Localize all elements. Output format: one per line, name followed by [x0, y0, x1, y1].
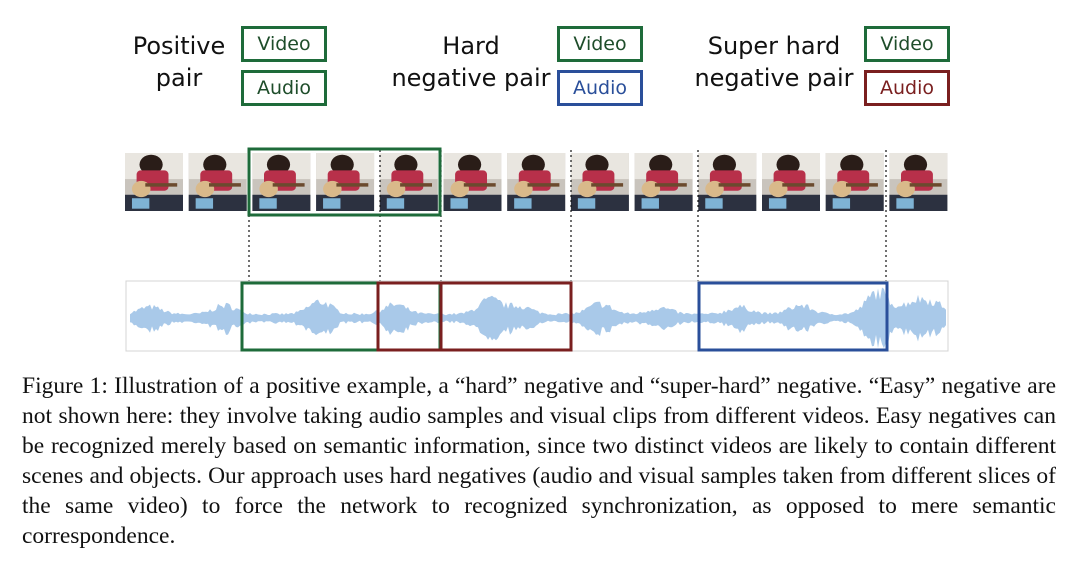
legend-hard-title: Hard negative pair	[391, 32, 551, 92]
figure-caption: Figure 1: Illustration of a positive exa…	[22, 373, 1056, 549]
video-frame	[634, 153, 693, 211]
video-frame	[188, 153, 247, 211]
figure-illustration	[125, 147, 949, 352]
super-hard-audio-box-overlap	[376, 281, 443, 352]
video-frame	[762, 153, 820, 211]
legend-positive-audio-tag: Audio	[241, 70, 327, 106]
legend-super-hard-video-tag: Video	[864, 26, 950, 62]
video-frame	[125, 153, 183, 211]
video-filmstrip	[125, 153, 948, 211]
video-frame	[443, 153, 502, 211]
video-frame	[889, 153, 948, 211]
video-frame	[252, 153, 311, 211]
video-frame	[379, 153, 438, 211]
legend-super-hard-audio-tag: Audio	[864, 70, 950, 106]
audio-waveform	[130, 287, 946, 349]
legend-positive-title: Positive pair	[132, 32, 226, 92]
video-frame	[316, 153, 375, 211]
video-frame	[507, 153, 566, 211]
legend-hard-audio-tag: Audio	[557, 70, 643, 106]
legend-hard-video-tag: Video	[557, 26, 643, 62]
video-frame	[570, 153, 629, 211]
legend-positive-video-tag: Video	[241, 26, 327, 62]
video-frame	[698, 153, 757, 211]
video-frame	[825, 153, 884, 211]
video-clip-box	[247, 147, 442, 217]
hard-audio-box	[697, 281, 889, 352]
legend-super-hard-title: Super hard negative pair	[694, 32, 854, 92]
